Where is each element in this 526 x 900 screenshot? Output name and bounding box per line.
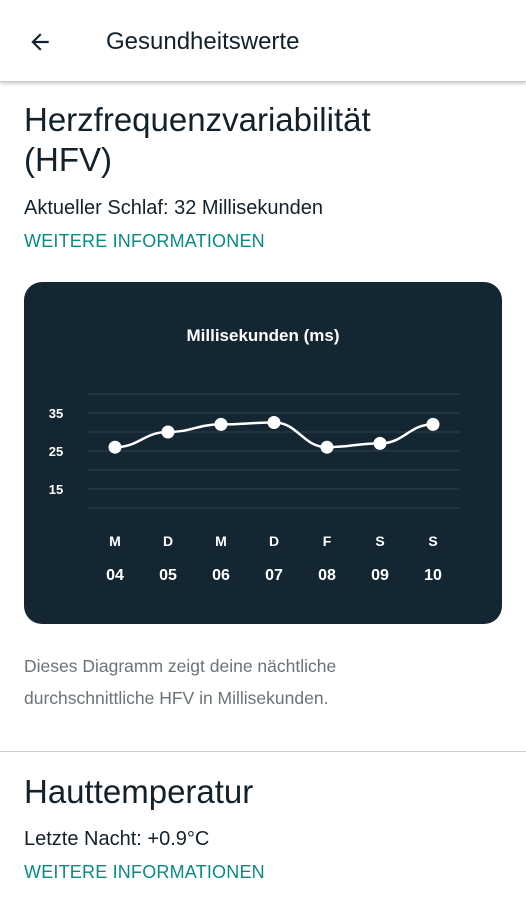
skin-temp-more-info-link[interactable]: WEITERE INFORMATIONEN xyxy=(24,862,265,882)
skin-temp-title: Hauttemperatur xyxy=(24,773,254,810)
section-divider xyxy=(0,751,526,752)
x-weekday-label: F xyxy=(323,533,332,549)
page-title: Gesundheitswerte xyxy=(106,28,300,55)
x-day-label: 08 xyxy=(318,567,336,584)
x-weekday-label: D xyxy=(269,533,279,549)
data-point xyxy=(267,416,281,429)
x-day-label: 10 xyxy=(424,567,442,584)
y-tick-label: 15 xyxy=(49,482,63,497)
data-point xyxy=(426,417,440,431)
hrv-more-info-link[interactable]: WEITERE INFORMATIONEN xyxy=(24,231,265,251)
data-point xyxy=(320,440,334,454)
x-day-label: 05 xyxy=(159,567,177,584)
back-button[interactable] xyxy=(22,24,58,60)
data-point xyxy=(108,440,122,454)
x-day-label: 04 xyxy=(106,567,124,584)
x-weekday-label: M xyxy=(215,533,227,549)
x-day-label: 09 xyxy=(371,567,389,584)
skin-temp-last-night: Letzte Nacht: +0.9°C xyxy=(24,828,210,850)
hrv-chart-card: Millisekunden (ms) 35 25 15 M 04 D 05 M 06 D 07 F 08… xyxy=(24,282,502,624)
y-tick-label: 35 xyxy=(49,406,63,421)
x-day-label: 06 xyxy=(212,567,230,584)
app-bar: Gesundheitswerte xyxy=(0,0,526,82)
x-weekday-label: M xyxy=(109,533,121,549)
hrv-caption-line2: durchschnittliche HFV in Millisekunden. xyxy=(24,688,329,708)
arrow-left-icon xyxy=(31,33,49,51)
data-point xyxy=(214,417,228,431)
x-weekday-label: S xyxy=(375,533,384,549)
hrv-current-value: Aktueller Schlaf: 32 Millisekunden xyxy=(24,197,324,219)
hrv-caption-line1: Dieses Diagramm zeigt deine nächtliche xyxy=(24,656,337,676)
x-day-label: 07 xyxy=(265,567,283,584)
hrv-caption: Dieses Diagramm zeigt deine nächtliche d… xyxy=(24,650,494,714)
hrv-line-chart: Millisekunden (ms) 35 25 15 M 04 D 05 M 06 D 07 F 08… xyxy=(49,326,460,584)
chart-title: Millisekunden (ms) xyxy=(186,326,339,345)
data-point xyxy=(161,425,175,439)
x-weekday-label: S xyxy=(428,533,437,549)
y-tick-label: 25 xyxy=(49,444,63,459)
hrv-title-line1: Herzfrequenzvariabilität xyxy=(24,101,371,138)
hrv-title-line2: (HFV) xyxy=(24,141,112,178)
data-point xyxy=(373,436,387,450)
x-weekday-label: D xyxy=(163,533,173,549)
